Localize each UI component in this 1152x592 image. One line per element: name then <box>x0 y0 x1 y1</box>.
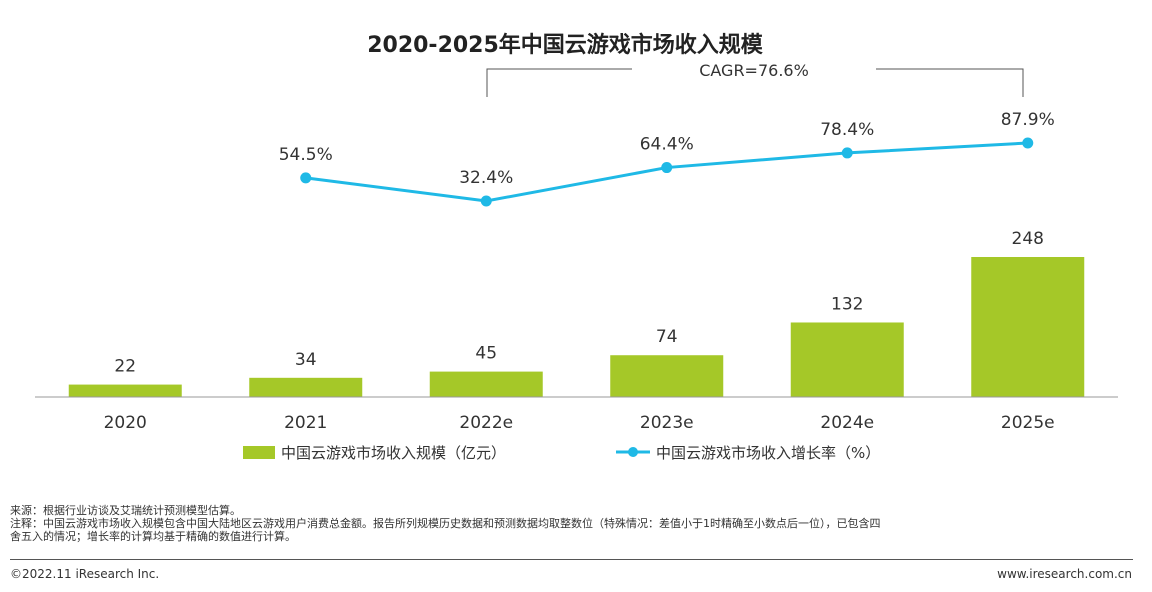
line-value-label-2025e: 87.9% <box>1001 110 1055 130</box>
legend: 中国云游戏市场收入规模（亿元） 中国云游戏市场收入增长率（%） <box>243 444 880 462</box>
copyright: ©2022.11 iResearch Inc. <box>10 567 160 581</box>
bar-value-label-2020: 22 <box>114 357 136 377</box>
bar-2020 <box>68 384 182 397</box>
x-tick-label-2024e: 2024e <box>820 413 874 433</box>
bar-value-label-2025e: 248 <box>1012 229 1044 249</box>
bar-2023e <box>610 355 724 397</box>
bar-2024e <box>790 322 904 397</box>
x-tick-label-2020: 2020 <box>104 413 147 433</box>
legend-bar-label: 中国云游戏市场收入规模（亿元） <box>281 444 506 462</box>
line-value-label-2023e: 64.4% <box>640 135 694 155</box>
cagr-bracket-right <box>876 68 1024 97</box>
line-point-2023e <box>661 162 673 174</box>
line-point-2025e <box>1022 137 1034 149</box>
note-line-2: 舍五入的情况；增长率的计算均基于精确的数值进行计算。 <box>10 530 296 543</box>
line-value-label-2021: 54.5% <box>279 145 333 165</box>
cagr-label: CAGR=76.6% <box>699 61 809 80</box>
note-line-1: 注释：中国云游戏市场收入规模包含中国大陆地区云游戏用户消费总金额。报告所列规模历… <box>10 517 881 530</box>
legend-bar-swatch <box>243 446 275 459</box>
bar-2022e <box>429 371 543 397</box>
bar-2021 <box>249 377 363 397</box>
website-link[interactable]: www.iresearch.com.cn <box>997 567 1132 581</box>
x-tick-label-2023e: 2023e <box>640 413 694 433</box>
legend-line-label: 中国云游戏市场收入增长率（%） <box>656 444 880 462</box>
bar-2025e <box>971 257 1085 397</box>
legend-line-marker <box>628 447 638 457</box>
chart-title: 2020-2025年中国云游戏市场收入规模 <box>367 32 764 58</box>
line-value-label-2024e: 78.4% <box>820 120 874 140</box>
x-tick-label-2025e: 2025e <box>1001 413 1055 433</box>
chart: 2020-2025年中国云游戏市场收入规模 CAGR=76.6% 22 34 45 7… <box>35 32 1118 462</box>
x-tick-label-2021: 2021 <box>284 413 327 433</box>
line-point-2022e <box>480 195 492 207</box>
source-note: 来源：根据行业访谈及艾瑞统计预测模型估算。 <box>10 504 241 517</box>
footer-divider <box>10 559 1133 560</box>
bar-value-label-2024e: 132 <box>831 294 863 314</box>
line-point-2024e <box>841 147 853 159</box>
footnotes: 来源：根据行业访谈及艾瑞统计预测模型估算。 注释：中国云游戏市场收入规模包含中国… <box>10 504 1145 543</box>
x-tick-label-2022e: 2022e <box>459 413 513 433</box>
bar-value-label-2022e: 45 <box>475 344 497 364</box>
bar-value-label-2021: 34 <box>295 350 317 370</box>
cagr-bracket <box>486 68 632 97</box>
line-point-2021 <box>300 172 312 184</box>
bar-value-label-2023e: 74 <box>656 327 678 347</box>
line-value-label-2022e: 32.4% <box>459 168 513 188</box>
